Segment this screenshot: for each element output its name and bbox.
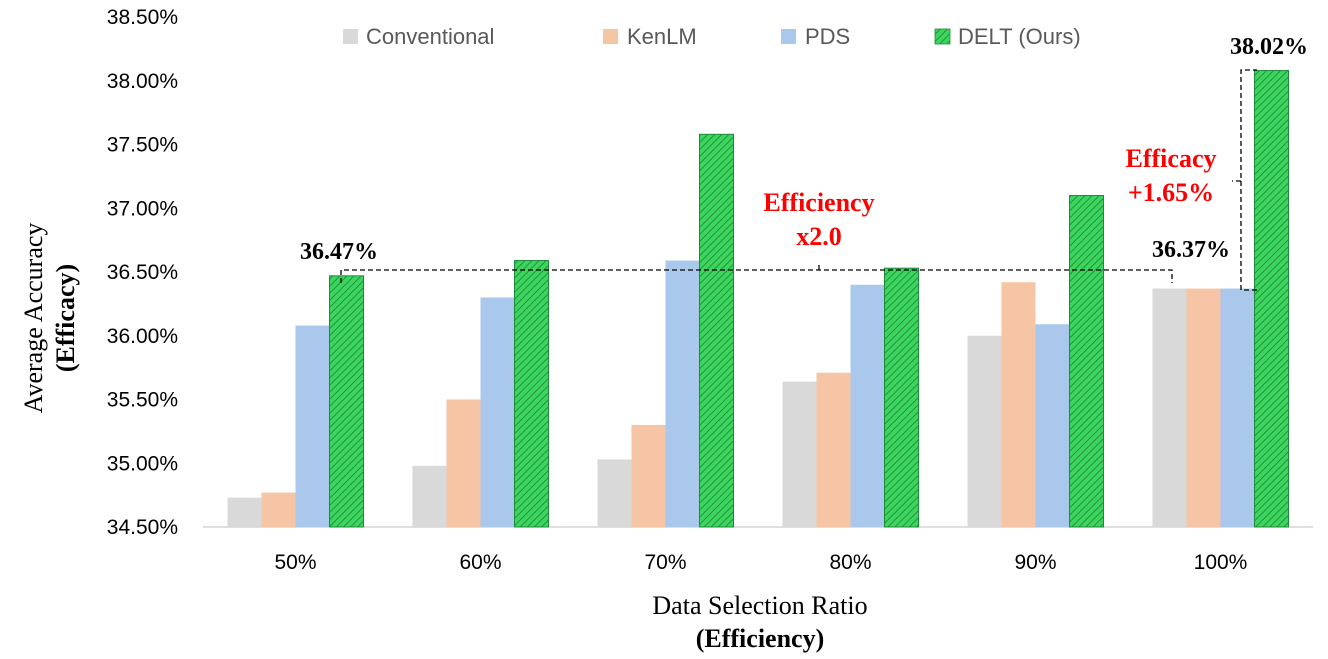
x-tick-label: 80% (829, 551, 871, 574)
bar-kenlm-80 (816, 372, 851, 527)
y-tick-label: 36.00% (107, 325, 178, 348)
x-tick-label: 60% (459, 551, 501, 574)
bar-pds-50 (295, 325, 330, 527)
bar-series-group (227, 70, 1289, 528)
bar-pds-100 (1220, 288, 1255, 527)
efficiency-label-line1: Efficiency (763, 188, 874, 217)
legend-swatch-pds (781, 29, 796, 44)
bar-delt-ours-50 (329, 275, 364, 528)
legend-label-delt: DELT (Ours) (958, 24, 1081, 49)
x-axis-title-sub: (Efficiency) (696, 624, 825, 653)
bar-conventional-100 (1152, 288, 1187, 527)
x-tick-label: 100% (1194, 551, 1248, 574)
bar-pds-60 (480, 297, 515, 527)
legend-swatch-delt (934, 28, 951, 45)
bar-delt-ours-100 (1254, 70, 1289, 528)
x-axis-title-main: Data Selection Ratio (652, 591, 867, 620)
y-tick-label: 38.00% (107, 70, 178, 93)
legend-label-kenlm: KenLM (627, 24, 697, 49)
efficiency-guide-line (340, 269, 1173, 283)
bar-delt-ours-90 (1069, 195, 1104, 528)
bar-delt-ours-70 (699, 133, 734, 528)
y-axis-title-main: Average Accuracy (19, 223, 48, 414)
efficacy-guide-bracket (1240, 69, 1257, 291)
legend: Conventional KenLM PDS DELT (Ours) (343, 24, 1081, 49)
legend-label-conventional: Conventional (366, 24, 494, 49)
y-tick-label: 36.50% (107, 261, 178, 284)
efficacy-label-line2: +1.65% (1128, 178, 1214, 207)
bar-delt-ours-80 (884, 267, 919, 528)
y-axis-ticks: 34.50% 35.00% 35.50% 36.00% 36.50% 37.00% 37.5… (107, 6, 178, 539)
bar-pds-90 (1035, 324, 1070, 527)
x-axis-ticks: 50% 60% 70% 80% 90% 100% (274, 551, 1247, 574)
efficacy-label-line1: Efficacy (1126, 144, 1217, 173)
bar-delt-ours-60 (514, 260, 549, 528)
start-value-label: 36.47% (300, 239, 378, 265)
bar-kenlm-70 (631, 425, 666, 527)
bar-kenlm-50 (261, 492, 296, 527)
bar-kenlm-60 (446, 399, 481, 527)
bar-conventional-50 (227, 497, 262, 527)
bar-conventional-80 (782, 381, 817, 527)
bar-pds-70 (665, 260, 700, 527)
y-tick-label: 37.50% (107, 134, 178, 157)
bar-conventional-60 (412, 465, 447, 527)
y-axis-title: Average Accuracy (Efficacy) (19, 223, 80, 414)
x-tick-label: 90% (1014, 551, 1056, 574)
y-tick-label: 37.00% (107, 197, 178, 220)
baseline-value-label: 36.37% (1152, 237, 1230, 263)
y-tick-label: 34.50% (107, 516, 178, 539)
bar-kenlm-90 (1001, 282, 1036, 527)
bar-pds-80 (850, 284, 885, 527)
x-tick-label: 70% (644, 551, 686, 574)
efficiency-label-line2: x2.0 (796, 222, 842, 251)
legend-label-pds: PDS (805, 24, 850, 49)
y-tick-label: 35.00% (107, 452, 178, 475)
y-axis-title-sub: (Efficacy) (51, 264, 80, 372)
legend-swatch-kenlm (603, 29, 618, 44)
y-tick-label: 35.50% (107, 389, 178, 412)
x-tick-label: 50% (274, 551, 316, 574)
best-value-label: 38.02% (1230, 34, 1308, 60)
bar-conventional-90 (967, 335, 1002, 527)
y-tick-label: 38.50% (107, 6, 178, 29)
legend-swatch-conventional (343, 29, 358, 44)
bar-conventional-70 (597, 459, 632, 527)
bar-kenlm-100 (1186, 288, 1221, 527)
